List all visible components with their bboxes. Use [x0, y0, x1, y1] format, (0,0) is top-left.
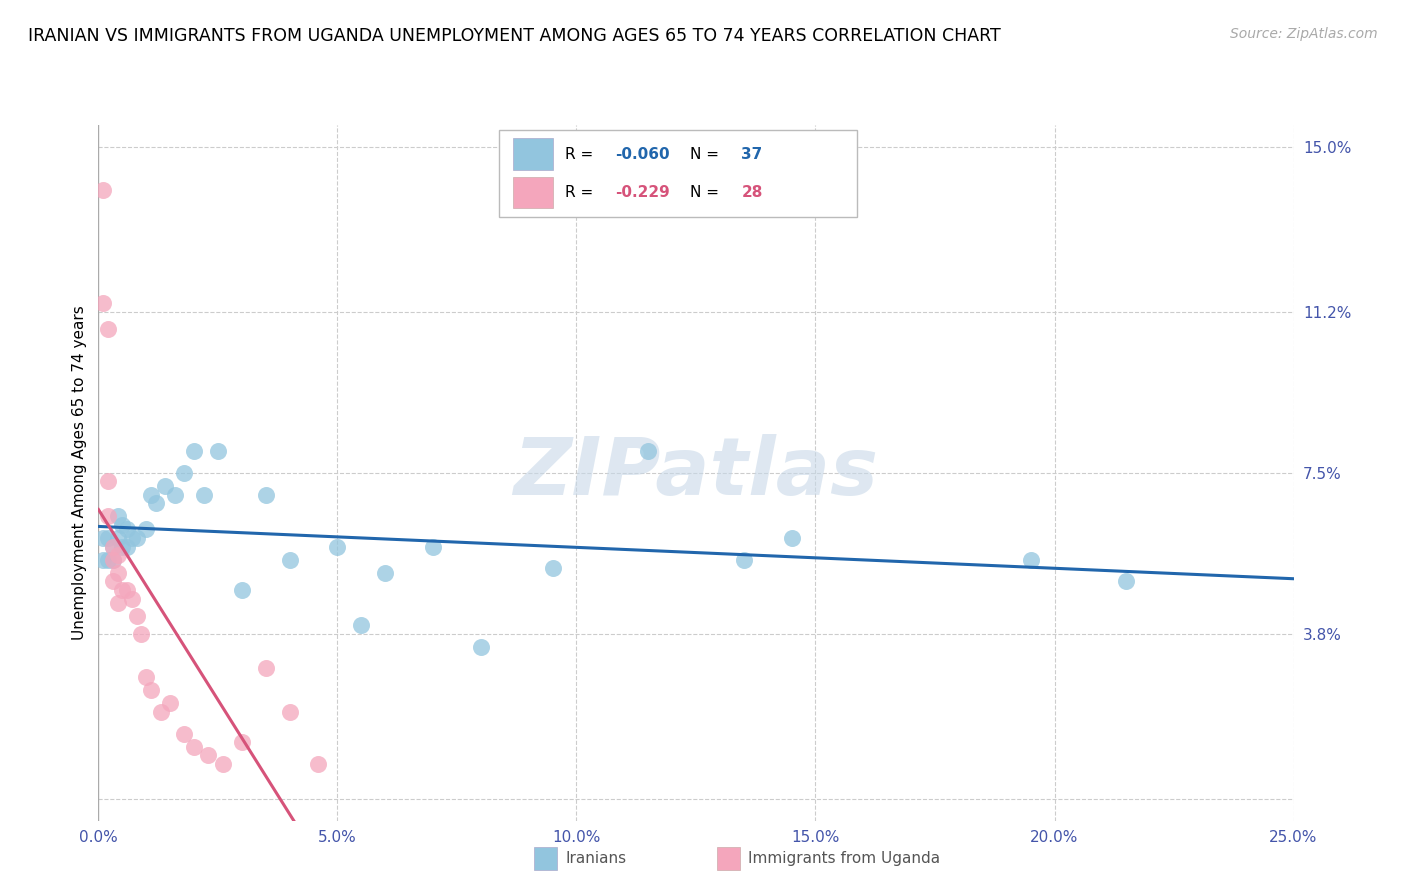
- Text: 37: 37: [741, 146, 762, 161]
- Point: [111, 583, 134, 598]
- Point: [139, 683, 162, 698]
- Point: [159, 696, 181, 710]
- Point: [97, 509, 120, 524]
- Point: [101, 574, 124, 589]
- Text: -0.060: -0.060: [614, 146, 669, 161]
- Point: [211, 757, 233, 772]
- Point: [173, 726, 195, 740]
- Text: ZIPatlas: ZIPatlas: [513, 434, 879, 512]
- Point: [115, 540, 138, 554]
- Point: [307, 757, 329, 772]
- Point: [111, 540, 134, 554]
- Point: [135, 522, 157, 536]
- Text: R =: R =: [565, 146, 598, 161]
- Y-axis label: Unemployment Among Ages 65 to 74 years: Unemployment Among Ages 65 to 74 years: [72, 305, 87, 640]
- Point: [107, 531, 129, 545]
- Point: [107, 549, 129, 563]
- Point: [1019, 552, 1042, 567]
- Point: [115, 522, 138, 536]
- FancyBboxPatch shape: [513, 177, 553, 208]
- Point: [149, 705, 172, 719]
- Text: N =: N =: [690, 185, 724, 200]
- Point: [278, 705, 301, 719]
- Point: [91, 552, 114, 567]
- FancyBboxPatch shape: [499, 129, 858, 217]
- Text: IRANIAN VS IMMIGRANTS FROM UGANDA UNEMPLOYMENT AMONG AGES 65 TO 74 YEARS CORRELA: IRANIAN VS IMMIGRANTS FROM UGANDA UNEMPL…: [28, 27, 1001, 45]
- Point: [101, 552, 124, 567]
- Point: [139, 487, 162, 501]
- Text: Immigrants from Uganda: Immigrants from Uganda: [748, 851, 941, 866]
- Point: [125, 531, 148, 545]
- Text: N =: N =: [690, 146, 724, 161]
- Point: [121, 531, 143, 545]
- Point: [91, 296, 114, 310]
- Point: [101, 540, 124, 554]
- Point: [173, 466, 195, 480]
- Point: [97, 322, 120, 336]
- Point: [733, 552, 755, 567]
- Point: [135, 670, 157, 684]
- Point: [780, 531, 803, 545]
- Point: [111, 517, 134, 532]
- Text: -0.229: -0.229: [614, 185, 669, 200]
- Text: Iranians: Iranians: [565, 851, 626, 866]
- Point: [91, 183, 114, 197]
- Text: R =: R =: [565, 185, 598, 200]
- Point: [422, 540, 444, 554]
- Point: [125, 609, 148, 624]
- Point: [107, 566, 129, 580]
- Point: [183, 444, 205, 458]
- Point: [107, 509, 129, 524]
- Point: [163, 487, 186, 501]
- Point: [131, 626, 153, 640]
- Point: [155, 479, 177, 493]
- Point: [91, 531, 114, 545]
- Point: [278, 552, 301, 567]
- Point: [207, 444, 229, 458]
- Point: [470, 640, 492, 654]
- Point: [115, 583, 138, 598]
- Point: [193, 487, 215, 501]
- Point: [97, 475, 120, 489]
- Point: [145, 496, 167, 510]
- Point: [101, 540, 124, 554]
- Point: [1115, 574, 1137, 589]
- Point: [231, 735, 253, 749]
- Point: [374, 566, 396, 580]
- Point: [97, 552, 120, 567]
- FancyBboxPatch shape: [513, 138, 553, 169]
- Point: [254, 661, 277, 675]
- Point: [326, 540, 349, 554]
- Point: [541, 561, 564, 575]
- Point: [254, 487, 277, 501]
- Point: [97, 531, 120, 545]
- Point: [197, 748, 219, 763]
- Point: [121, 591, 143, 606]
- Point: [350, 618, 373, 632]
- Text: 28: 28: [741, 185, 763, 200]
- Point: [183, 739, 205, 754]
- Point: [101, 552, 124, 567]
- Point: [231, 583, 253, 598]
- Point: [107, 596, 129, 610]
- Text: Source: ZipAtlas.com: Source: ZipAtlas.com: [1230, 27, 1378, 41]
- Point: [637, 444, 659, 458]
